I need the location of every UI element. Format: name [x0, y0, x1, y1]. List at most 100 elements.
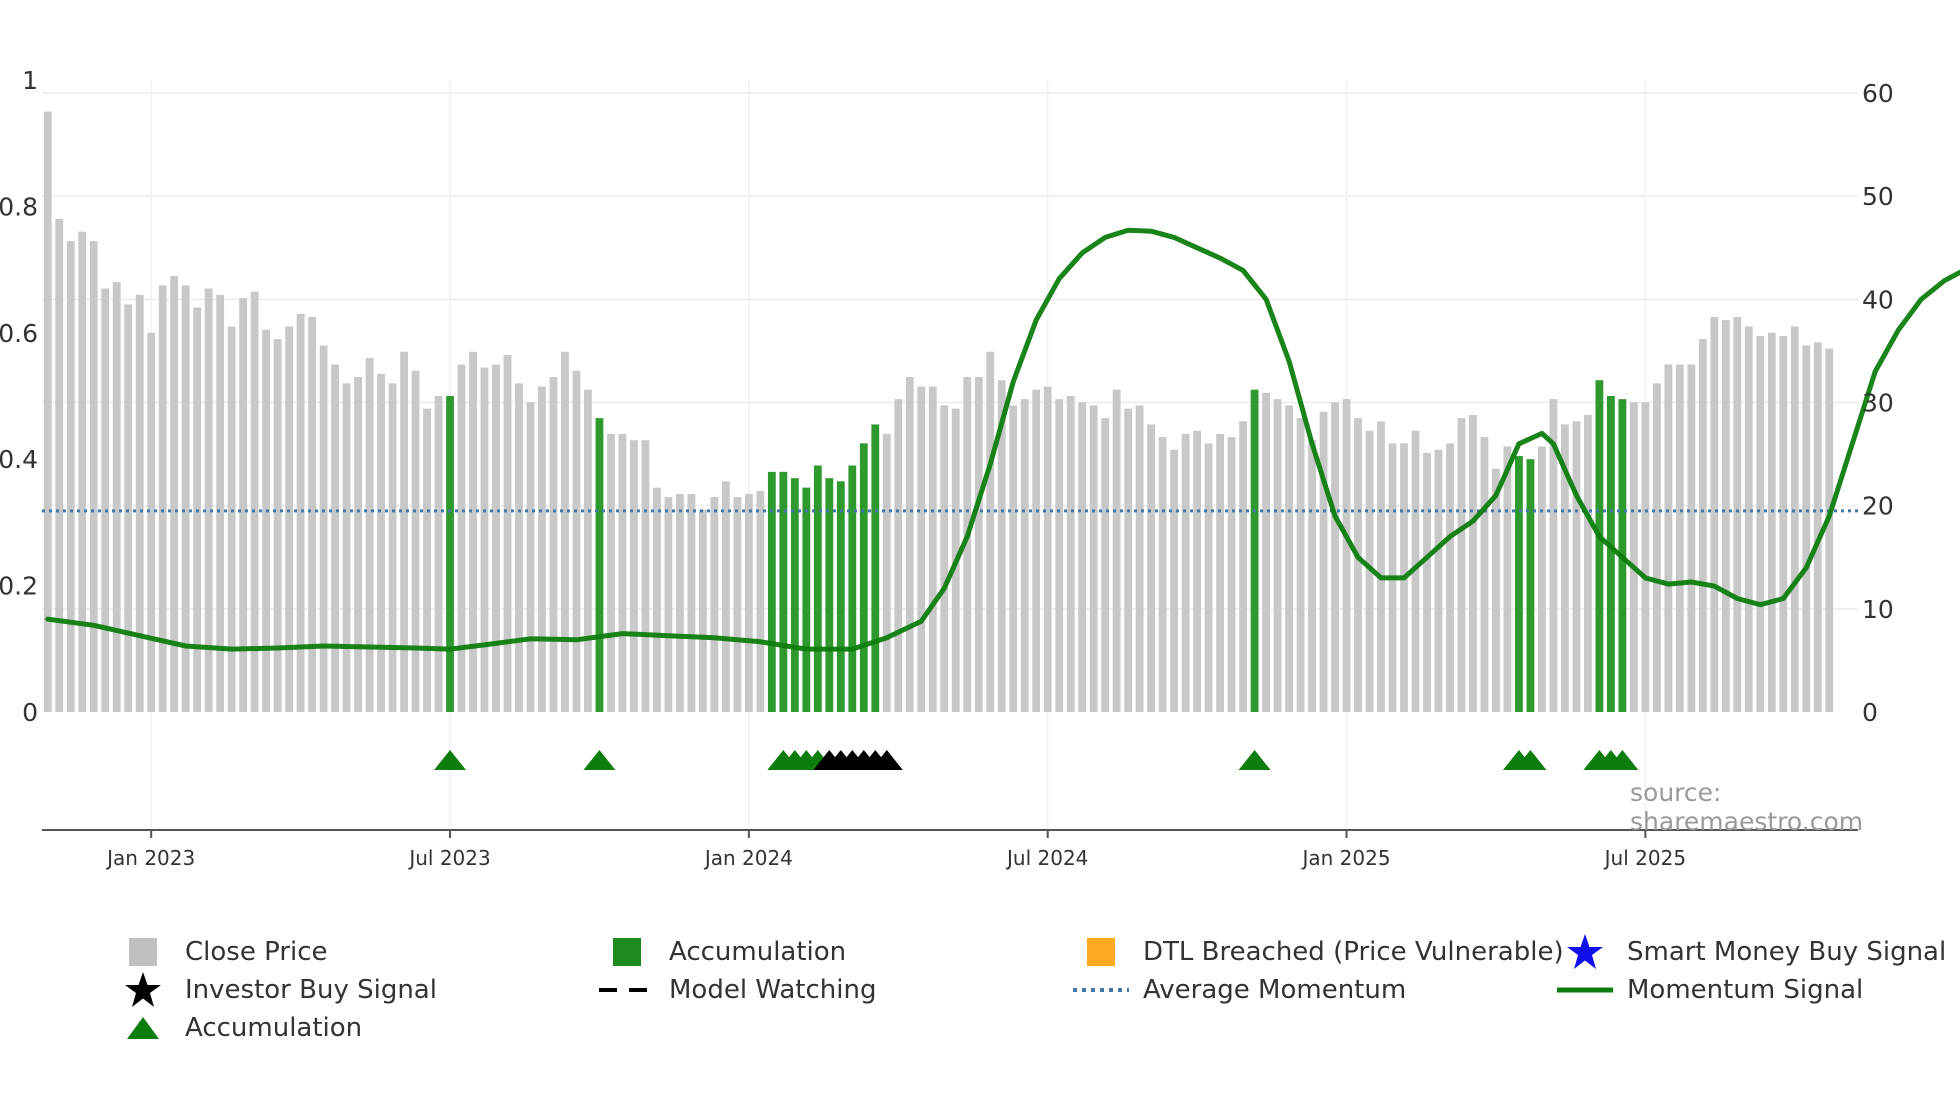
close-price-bar	[1710, 317, 1719, 712]
close-price-bar	[515, 383, 523, 712]
close-price-bar	[1790, 326, 1799, 712]
close-price-bar	[1733, 317, 1742, 712]
close-price-bar	[641, 440, 650, 712]
left-axis: 0 0.2 0.4 0.6 0.8 1	[0, 66, 38, 727]
close-price-bar	[905, 377, 914, 712]
accumulation-bar	[1515, 456, 1523, 712]
close-price-bar	[963, 377, 972, 712]
close-price-bar	[1629, 402, 1638, 712]
close-price-bar	[216, 294, 225, 712]
close-price-bar	[1423, 452, 1431, 712]
left-tick-label: 0.6	[0, 319, 38, 348]
accumulation-bar	[859, 443, 868, 712]
close-price-bar	[538, 386, 546, 712]
close-price-bar	[204, 288, 213, 712]
close-price-bar	[1308, 440, 1316, 712]
close-price-bar	[882, 433, 891, 712]
close-price-bar	[710, 497, 719, 712]
right-tick-label: 10	[1862, 595, 1894, 624]
close-price-bar	[1135, 405, 1144, 712]
close-price-bar	[158, 285, 167, 712]
right-tick-label: 0	[1862, 698, 1878, 727]
close-price-bar	[1089, 405, 1098, 712]
source-label: source: sharemaestro.com	[1630, 778, 1864, 836]
signal-markers	[434, 750, 1639, 770]
close-price-bar	[296, 313, 305, 712]
close-price-bar	[1285, 405, 1293, 712]
close-price-bar	[1503, 446, 1512, 712]
accumulation-bar	[825, 478, 834, 712]
close-price-bar	[1124, 408, 1133, 712]
accumulation-bar	[595, 418, 604, 712]
close-price-bar	[1273, 399, 1282, 712]
close-price-bar	[1446, 443, 1454, 712]
close-price-bar	[653, 487, 661, 712]
close-price-bar	[1101, 418, 1110, 712]
close-price-bar	[1009, 405, 1018, 712]
left-tick-label: 0.8	[0, 192, 38, 221]
close-price-bar	[997, 380, 1006, 712]
accumulation-bar	[813, 465, 822, 712]
close-price-bar	[744, 493, 753, 712]
x-tick-label: Jul 2025	[1603, 846, 1686, 870]
x-tick-label: Jan 2025	[1300, 846, 1390, 870]
close-price-bar	[1480, 437, 1489, 712]
close-price-bar	[1331, 402, 1339, 712]
close-price-bar	[365, 358, 374, 712]
close-price-bar	[1354, 418, 1362, 712]
close-price-bar	[1756, 335, 1765, 712]
close-price-bar	[492, 364, 500, 712]
close-price-bar	[503, 354, 512, 712]
close-price-bar	[423, 408, 431, 712]
investor-signal-triangle-icon	[870, 750, 903, 770]
close-price-bar	[400, 351, 408, 712]
close-price-bar	[1158, 437, 1167, 712]
close-price-bar	[1469, 414, 1477, 712]
close-price-bar	[1066, 396, 1075, 712]
close-price-bar	[698, 509, 707, 712]
close-price-bar	[66, 241, 75, 712]
left-tick-label: 0	[22, 698, 38, 727]
accumulation-bar	[446, 396, 454, 712]
right-tick-label: 30	[1862, 389, 1894, 418]
close-price-bar	[147, 332, 156, 712]
x-tick-label: Jul 2023	[407, 846, 490, 870]
close-price-bar	[434, 396, 443, 712]
close-price-bar	[1767, 332, 1776, 712]
right-tick-label: 50	[1862, 182, 1894, 211]
accumulation-triangle-icon	[1514, 750, 1547, 770]
close-price-bar	[1675, 364, 1684, 712]
close-price-bar	[1216, 433, 1225, 712]
close-price-bar	[1779, 335, 1788, 712]
close-price-bar	[664, 497, 673, 712]
close-price-bar	[894, 399, 903, 712]
accumulation-bar	[767, 471, 776, 712]
x-tick-label: Jan 2023	[105, 846, 195, 870]
right-tick-label: 40	[1862, 285, 1894, 314]
accumulation-bar	[836, 481, 845, 712]
x-tick-label: Jan 2024	[703, 846, 793, 870]
close-price-bar	[250, 291, 259, 712]
close-price-bar	[1227, 437, 1236, 712]
right-tick-label: 20	[1862, 492, 1894, 521]
accumulation-bar	[779, 471, 788, 712]
close-price-bar	[101, 288, 110, 712]
close-price-bar	[239, 298, 248, 712]
accumulation-triangle-icon	[434, 750, 467, 770]
momentum-signal-line	[45, 227, 1960, 652]
close-price-bar	[1572, 421, 1581, 712]
accumulation-triangle-icon	[1606, 750, 1639, 770]
close-price-bar	[1721, 320, 1730, 712]
close-price-bar	[1204, 443, 1213, 712]
close-price-bar	[1170, 449, 1179, 712]
close-price-bar	[675, 493, 684, 712]
close-price-bar	[1802, 345, 1811, 712]
close-price-bar	[1342, 399, 1351, 712]
close-price-bar	[940, 405, 949, 712]
close-price-bar	[55, 219, 64, 713]
close-price-bar	[1055, 399, 1064, 712]
close-price-bar	[112, 282, 121, 712]
close-price-bar	[377, 373, 385, 712]
close-price-bar	[124, 304, 133, 712]
